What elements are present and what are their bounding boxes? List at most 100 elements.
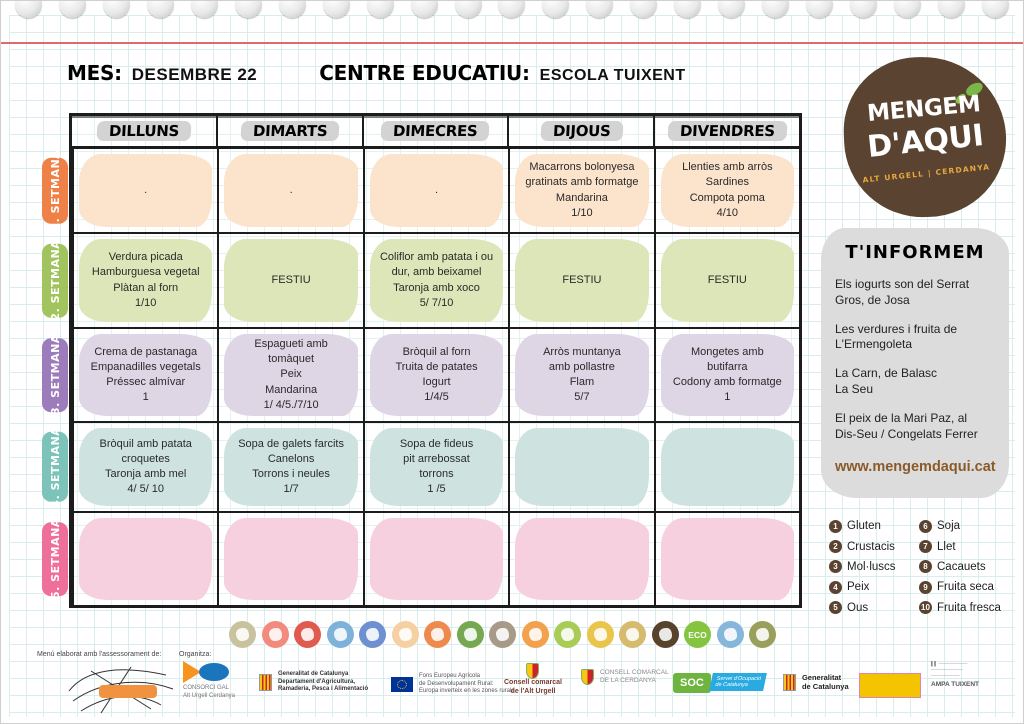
- senyera-icon: [783, 673, 796, 691]
- week-tab-4: 4. SETMANA: [42, 427, 68, 507]
- eu-fons-europeu-logo: Fons Europeu Agrícola de Desenvolupament…: [391, 673, 514, 696]
- day-header-dimecres: DIMECRES: [380, 121, 491, 141]
- mes-label: MES:: [67, 61, 122, 85]
- cereals-icon: [424, 621, 451, 648]
- apple-icon: [554, 621, 581, 648]
- menu-cell-text: .: [144, 183, 148, 196]
- allergen-number-badge: 2: [829, 540, 842, 554]
- allergen-number-badge: 7: [919, 540, 932, 554]
- logo-subtitle: ALT URGELL | CERDANYA: [862, 162, 991, 185]
- info-panel-title: T'INFORMEM: [845, 242, 985, 263]
- food-icon-row: ECO: [229, 621, 776, 648]
- generalitat-agricultura-logo: Generalitat de Catalunya Departament d'A…: [259, 671, 368, 694]
- soc-badge: SOC: [673, 673, 711, 693]
- advisor-scribble-logo: [68, 666, 174, 714]
- menu-cell-text: FESTIU: [707, 273, 747, 286]
- menu-cell: Llenties amb arròs Sardines Compota poma…: [653, 149, 799, 232]
- menu-cell-text: Llenties amb arròs Sardines Compota poma…: [682, 161, 773, 219]
- farm-animal-icon: [521, 621, 549, 648]
- menu-cell-text: [578, 557, 586, 561]
- menu-cell-text: [578, 465, 586, 469]
- menu-cell-text: Crema de pastanaga Empanadilles vegetals…: [90, 345, 201, 404]
- menu-cell-text: .: [289, 183, 293, 196]
- menu-cell: Coliflor amb patata i ou dur, amb beixam…: [362, 234, 508, 327]
- menu-cell: [72, 513, 217, 605]
- week-tab-2: 2. SETMANA: [42, 240, 68, 321]
- allergen-number-badge: 1: [829, 519, 842, 533]
- crest-icon: [526, 663, 540, 679]
- week-row-2: 2. SETMANA Verdura picada Hamburguesa ve…: [42, 234, 799, 329]
- consell-cerdanya-logo: CONSELL COMARCAL DE LA CERDANYA: [581, 669, 669, 686]
- allergen-item: 5 Ous: [829, 598, 915, 618]
- allergen-number-badge: 9: [919, 580, 932, 594]
- menu-cell: .: [217, 149, 362, 232]
- allergen-item: 6 Soja: [919, 516, 1023, 536]
- allergen-number-badge: 5: [829, 601, 842, 615]
- menu-cell-text: [142, 557, 150, 561]
- week-row-1: 1. SETMANA . . . Macarrons bolonyesa gra…: [42, 149, 799, 234]
- mengem-daqui-logo: MENGEM D'AQUI ALT URGELL | CERDANYA: [841, 54, 1009, 220]
- centre-educatiu-label: CENTRE EDUCATIU:: [319, 61, 530, 85]
- menu-cell-text: Espagueti amb tomàquet Peix Mandarina 1/…: [254, 338, 328, 411]
- generalitat-logo: Generalitat de Catalunya: [783, 673, 849, 692]
- menu-cell: Crema de pastanaga Empanadilles vegetals…: [72, 329, 217, 421]
- allergen-number-badge: 4: [829, 580, 842, 594]
- week-tab-1: 1. SETMANA: [42, 150, 68, 231]
- legumes-icon: [489, 621, 516, 648]
- ampa-tuixent-logo: ▌▌ ───────── ────────── ───────── AMPA TUI…: [931, 661, 980, 688]
- meat-icon: [294, 621, 321, 648]
- info-paragraph: Les verdures i fruita de L'Ermengoleta: [835, 321, 958, 352]
- allergen-number-badge: 8: [919, 560, 932, 574]
- menu-cell-text: FESTIU: [562, 273, 602, 286]
- menu-cell: Bròquil amb patata croquetes Taronja amb…: [72, 423, 217, 511]
- fish-icon: [326, 621, 354, 648]
- menu-cell: [653, 513, 799, 605]
- menu-cell: [653, 423, 799, 511]
- menu-cell-text: [287, 557, 295, 561]
- allergen-item: 10 Fruita fresca: [919, 598, 1023, 618]
- allergen-number-badge: 10: [919, 601, 932, 615]
- website-link[interactable]: www.mengemdaqui.cat: [835, 458, 996, 475]
- week-row-5: 5. SETMANA: [42, 513, 799, 605]
- menu-cell: Espagueti amb tomàquet Peix Mandarina 1/…: [217, 329, 362, 421]
- mes-value: DESEMBRE 22: [131, 65, 258, 84]
- menu-cell: Sopa de fideus pit arrebossat torrons 1 …: [362, 423, 508, 511]
- eu-flag-icon: [391, 676, 413, 692]
- menu-cell-text: Coliflor amb patata i ou dur, amb beixam…: [379, 251, 494, 309]
- week-tab-5: 5. SETMANA: [42, 519, 68, 599]
- vegetables-icon: [456, 621, 484, 648]
- menu-cell-text: Bròquil al forn Truita de patates Iogurt…: [395, 345, 478, 404]
- notebook-margin-line: [1, 42, 1023, 44]
- menu-cell-text: Verdura picada Hamburguesa vegetal Plàta…: [91, 251, 200, 309]
- menu-cell: FESTIU: [653, 234, 799, 327]
- senyera-icon: [259, 673, 272, 691]
- spiral-binding: [15, 1, 1009, 18]
- menu-cell: Mongetes amb butifarra Codony amb format…: [653, 329, 799, 421]
- menu-cell-text: FESTIU: [271, 273, 311, 286]
- allergen-item: 2 Crustacis: [829, 536, 915, 556]
- menu-cell: Macarrons bolonyesa gratinats amb format…: [508, 149, 653, 232]
- menu-cell-text: .: [434, 183, 439, 196]
- organitza-label: Organitza:: [179, 651, 212, 658]
- crest-icon: [581, 669, 594, 686]
- week-tab-3: 3. SETMANA: [42, 335, 68, 415]
- menu-cell-text: [433, 557, 441, 561]
- menu-cell: Verdura picada Hamburguesa vegetal Plàta…: [72, 234, 217, 327]
- menu-cell: Arròs muntanya amb pollastre Flam 5/7: [508, 329, 653, 421]
- menu-cell: .: [72, 149, 217, 232]
- info-paragraph: Els iogurts son del Serrat Gros, de Josa: [835, 277, 970, 307]
- menu-cell-text: [723, 557, 731, 561]
- footer: Menú elaborat amb l'assessorament de: Or…: [1, 649, 1023, 721]
- leaf-icon: [955, 82, 983, 104]
- week-row-4: 4. SETMANA Bròquil amb patata croquetes …: [42, 423, 799, 513]
- day-header-dimarts: DIMARTS: [239, 121, 340, 141]
- menu-cell-text: Arròs muntanya amb pollastre Flam 5/7: [543, 345, 621, 404]
- allergen-item: 7 Llet: [919, 536, 1023, 556]
- milk-icon: [716, 621, 744, 648]
- menu-cell: Sopa de galets farcits Canelons Torrons …: [217, 423, 362, 511]
- menu-cell-text: Sopa de galets farcits Canelons Torrons …: [238, 437, 344, 496]
- elaborat-label: Menú elaborat amb l'assessorament de:: [37, 651, 162, 658]
- allergen-item: 3 Mol·luscs: [829, 557, 915, 577]
- sardines-icon: [359, 621, 386, 648]
